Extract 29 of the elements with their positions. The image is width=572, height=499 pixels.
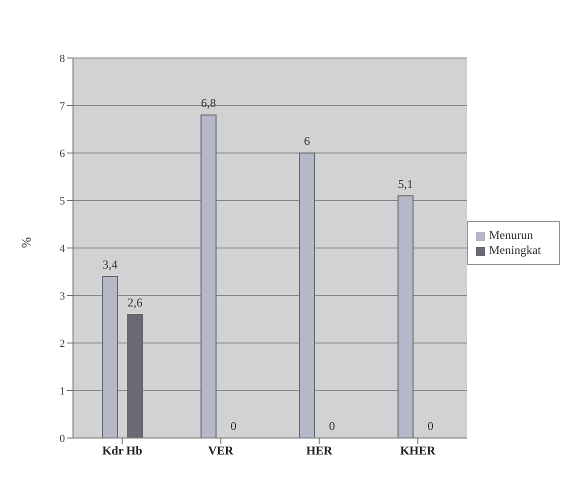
bar bbox=[127, 314, 144, 438]
data-label: 5,1 bbox=[398, 176, 414, 191]
data-label: 3,4 bbox=[102, 258, 118, 272]
y-tick-label: 8 bbox=[60, 52, 66, 65]
legend-label: Menurun bbox=[489, 228, 533, 242]
bar bbox=[102, 276, 118, 438]
x-tick-label: Kdr Hb bbox=[102, 444, 143, 458]
data-label: 0 bbox=[230, 418, 237, 433]
data-label: 6 bbox=[304, 134, 310, 148]
y-tick-label: 0 bbox=[60, 432, 66, 445]
y-tick-label: 5 bbox=[60, 195, 66, 208]
data-label: 6,8 bbox=[201, 96, 216, 110]
y-tick-label: 2 bbox=[60, 338, 65, 350]
y-tick-label: 6 bbox=[60, 148, 66, 160]
bar bbox=[200, 114, 217, 438]
bar bbox=[299, 152, 316, 438]
y-tick-label: 3 bbox=[60, 290, 66, 302]
y-axis-title: % bbox=[18, 237, 34, 248]
x-tick-label: KHER bbox=[400, 444, 436, 458]
y-tick-label: 7 bbox=[60, 100, 66, 112]
legend-label: Meningkat bbox=[489, 243, 541, 257]
x-tick-label: VER bbox=[208, 444, 234, 458]
data-label: 0 bbox=[329, 418, 336, 433]
y-tick-label: 4 bbox=[60, 242, 66, 255]
data-label: 0 bbox=[428, 418, 434, 433]
x-tick-label: HER bbox=[306, 444, 333, 458]
y-tick-label: 1 bbox=[60, 385, 65, 398]
bar bbox=[398, 195, 414, 438]
data-label: 2,6 bbox=[128, 296, 143, 310]
